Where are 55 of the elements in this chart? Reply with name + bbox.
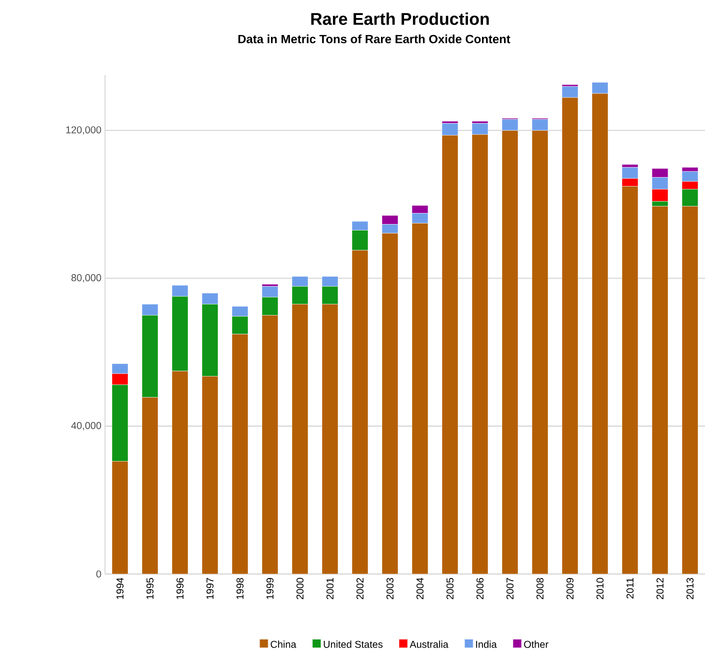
x-tick-label: 2013 <box>686 578 694 600</box>
chart-subtitle: Data in Metric Tons of Rare Earth Oxide Content <box>238 34 510 44</box>
x-tick-label: 2011 <box>626 578 634 598</box>
bar <box>442 135 458 574</box>
x-tick-label: 1995 <box>146 578 154 599</box>
x-tick-label: 1997 <box>206 578 214 599</box>
x-tick-label: 2003 <box>386 578 394 600</box>
bar <box>322 304 338 574</box>
bar <box>262 315 278 574</box>
y-tick-label: 40,000 <box>71 422 102 430</box>
bar <box>472 123 488 135</box>
x-tick-label: 1994 <box>116 578 124 599</box>
x-tick-label: 2009 <box>566 578 574 600</box>
x-tick-label: 2005 <box>446 578 454 600</box>
x-tick-label: 1996 <box>176 578 184 599</box>
x-tick-label: 2002 <box>356 578 364 600</box>
x-tick-label: 1999 <box>266 578 274 599</box>
x-tick-label: 2007 <box>506 578 514 600</box>
x-tick-label: 2006 <box>476 578 484 600</box>
bar <box>112 461 128 574</box>
bar <box>502 119 518 131</box>
bar <box>652 206 668 574</box>
x-tick-label: 2004 <box>416 578 424 600</box>
y-tick-label: 120,000 <box>66 126 102 135</box>
bar <box>562 97 578 574</box>
bar <box>532 130 548 574</box>
x-tick-label: 1998 <box>236 578 244 599</box>
bar <box>472 134 488 574</box>
bar <box>532 119 548 131</box>
legend-label: Other <box>524 640 548 648</box>
chart-title: Rare Earth Production <box>311 12 489 25</box>
x-tick-label: 2010 <box>596 578 604 600</box>
bar <box>172 370 188 574</box>
bar <box>202 376 218 574</box>
bar <box>382 233 398 574</box>
y-tick-label: 0 <box>96 570 102 578</box>
x-tick-label: 2008 <box>536 578 544 600</box>
y-tick-label: 80,000 <box>71 274 102 282</box>
x-tick-label: 2000 <box>296 578 304 600</box>
bar <box>352 250 368 574</box>
bar <box>502 130 518 574</box>
x-tick-label: 2012 <box>656 578 664 600</box>
bar <box>232 334 248 574</box>
bar <box>682 206 698 574</box>
bar <box>592 93 608 574</box>
bar <box>292 304 308 574</box>
bar <box>442 123 458 136</box>
legend-label: India <box>476 640 497 648</box>
bar <box>412 223 428 574</box>
legend-label: United States <box>324 640 383 648</box>
bar <box>142 397 158 574</box>
x-tick-label: 2001 <box>326 578 334 600</box>
bar <box>622 186 638 574</box>
legend-label: China <box>270 640 296 648</box>
legend-label: Australia <box>410 640 448 648</box>
